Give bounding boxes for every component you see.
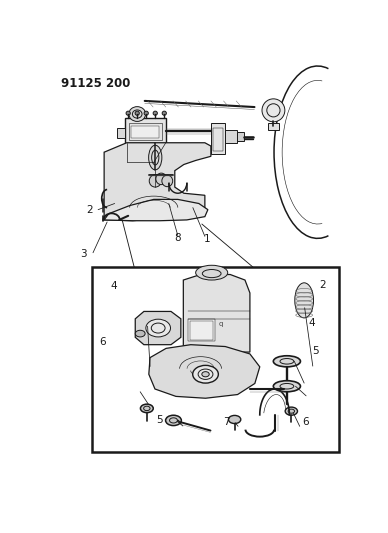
Polygon shape bbox=[149, 345, 260, 398]
Text: 8: 8 bbox=[174, 233, 180, 244]
Ellipse shape bbox=[156, 173, 167, 184]
Ellipse shape bbox=[166, 415, 181, 425]
Bar bbox=[225, 131, 237, 143]
Text: 3: 3 bbox=[80, 249, 87, 259]
Text: q: q bbox=[218, 321, 222, 327]
Polygon shape bbox=[104, 143, 211, 221]
Text: 2: 2 bbox=[86, 205, 92, 215]
Ellipse shape bbox=[229, 415, 241, 424]
Polygon shape bbox=[117, 127, 125, 138]
Text: 7: 7 bbox=[223, 417, 230, 427]
Polygon shape bbox=[135, 311, 181, 345]
Ellipse shape bbox=[273, 381, 300, 392]
Ellipse shape bbox=[126, 111, 130, 115]
Polygon shape bbox=[184, 274, 250, 352]
Bar bbox=[211, 124, 225, 154]
Bar bbox=[129, 123, 161, 140]
Ellipse shape bbox=[146, 319, 170, 337]
Ellipse shape bbox=[153, 111, 158, 115]
Bar bbox=[190, 321, 213, 340]
Ellipse shape bbox=[149, 175, 161, 187]
Ellipse shape bbox=[162, 111, 166, 115]
Text: 4: 4 bbox=[111, 280, 117, 290]
Ellipse shape bbox=[193, 365, 218, 383]
Bar bbox=[268, 124, 279, 130]
Ellipse shape bbox=[262, 99, 285, 122]
Bar bbox=[92, 267, 339, 452]
Bar bbox=[188, 319, 215, 341]
Ellipse shape bbox=[196, 265, 228, 280]
Ellipse shape bbox=[144, 111, 148, 115]
Ellipse shape bbox=[202, 372, 209, 377]
Ellipse shape bbox=[295, 283, 314, 318]
Bar bbox=[213, 128, 223, 151]
Ellipse shape bbox=[135, 111, 139, 115]
Text: 91125 200: 91125 200 bbox=[61, 77, 130, 90]
Bar bbox=[131, 126, 159, 138]
Text: 5: 5 bbox=[312, 346, 319, 356]
Polygon shape bbox=[125, 118, 166, 143]
Text: 6: 6 bbox=[302, 417, 309, 427]
Ellipse shape bbox=[162, 175, 173, 187]
Ellipse shape bbox=[149, 145, 162, 170]
Ellipse shape bbox=[140, 404, 153, 413]
Text: 1: 1 bbox=[204, 234, 210, 244]
Ellipse shape bbox=[135, 330, 145, 337]
Ellipse shape bbox=[285, 407, 298, 415]
Text: 2: 2 bbox=[319, 280, 326, 290]
Text: 5: 5 bbox=[156, 415, 163, 425]
Polygon shape bbox=[104, 199, 208, 221]
Bar bbox=[237, 132, 244, 141]
Text: 4: 4 bbox=[308, 318, 315, 328]
Ellipse shape bbox=[129, 107, 146, 122]
Text: 6: 6 bbox=[99, 337, 106, 347]
Ellipse shape bbox=[273, 356, 300, 367]
